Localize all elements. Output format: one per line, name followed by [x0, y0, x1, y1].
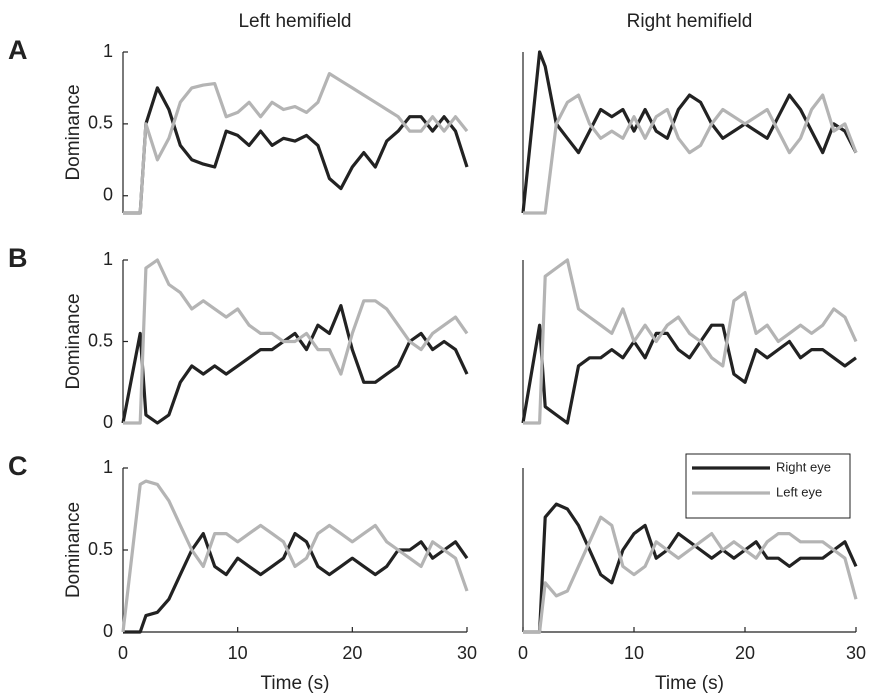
y-axis-label: Dominance [63, 84, 84, 180]
y-tick-label: 0 [103, 185, 113, 205]
x-tick-label: 0 [118, 643, 128, 663]
line-series [521, 323, 857, 425]
y-axis-label: Dominance [63, 293, 84, 389]
panel-label: A [8, 35, 28, 65]
line-series [523, 502, 858, 634]
x-axis-label: Time (s) [655, 673, 724, 694]
x-tick-label: 30 [846, 643, 866, 663]
legend-label: Right eye [776, 459, 831, 474]
line-series [523, 515, 858, 634]
y-tick-label: 0.5 [88, 539, 113, 559]
y-tick-label: 1 [103, 249, 113, 269]
panel-label: B [8, 243, 28, 273]
line-series [121, 479, 469, 633]
x-tick-label: 10 [228, 643, 248, 663]
line-series [123, 72, 469, 215]
x-tick-label: 10 [624, 643, 644, 663]
y-tick-label: 0 [103, 621, 113, 641]
x-axis-label: Time (s) [261, 673, 330, 694]
y-axis-label: Dominance [63, 502, 84, 598]
y-tick-label: 1 [103, 41, 113, 61]
line-series [123, 86, 469, 215]
legend-box [685, 453, 851, 519]
line-series [521, 50, 858, 214]
line-series [523, 93, 858, 215]
y-tick-label: 0.5 [88, 330, 113, 350]
column-title: Left hemifield [238, 11, 351, 32]
x-tick-label: 20 [735, 643, 755, 663]
column-title: Right hemifield [627, 11, 753, 32]
y-tick-label: 0 [103, 412, 113, 432]
y-tick-label: 0.5 [88, 113, 113, 133]
line-series [121, 304, 469, 425]
x-tick-label: 20 [342, 643, 362, 663]
line-series [123, 258, 469, 425]
x-tick-label: 0 [518, 643, 528, 663]
line-series [523, 258, 858, 425]
legend-label: Left eye [776, 484, 822, 499]
panel-label: C [8, 451, 28, 481]
line-series [123, 532, 469, 634]
y-tick-label: 1 [103, 457, 113, 477]
x-tick-label: 30 [457, 643, 477, 663]
